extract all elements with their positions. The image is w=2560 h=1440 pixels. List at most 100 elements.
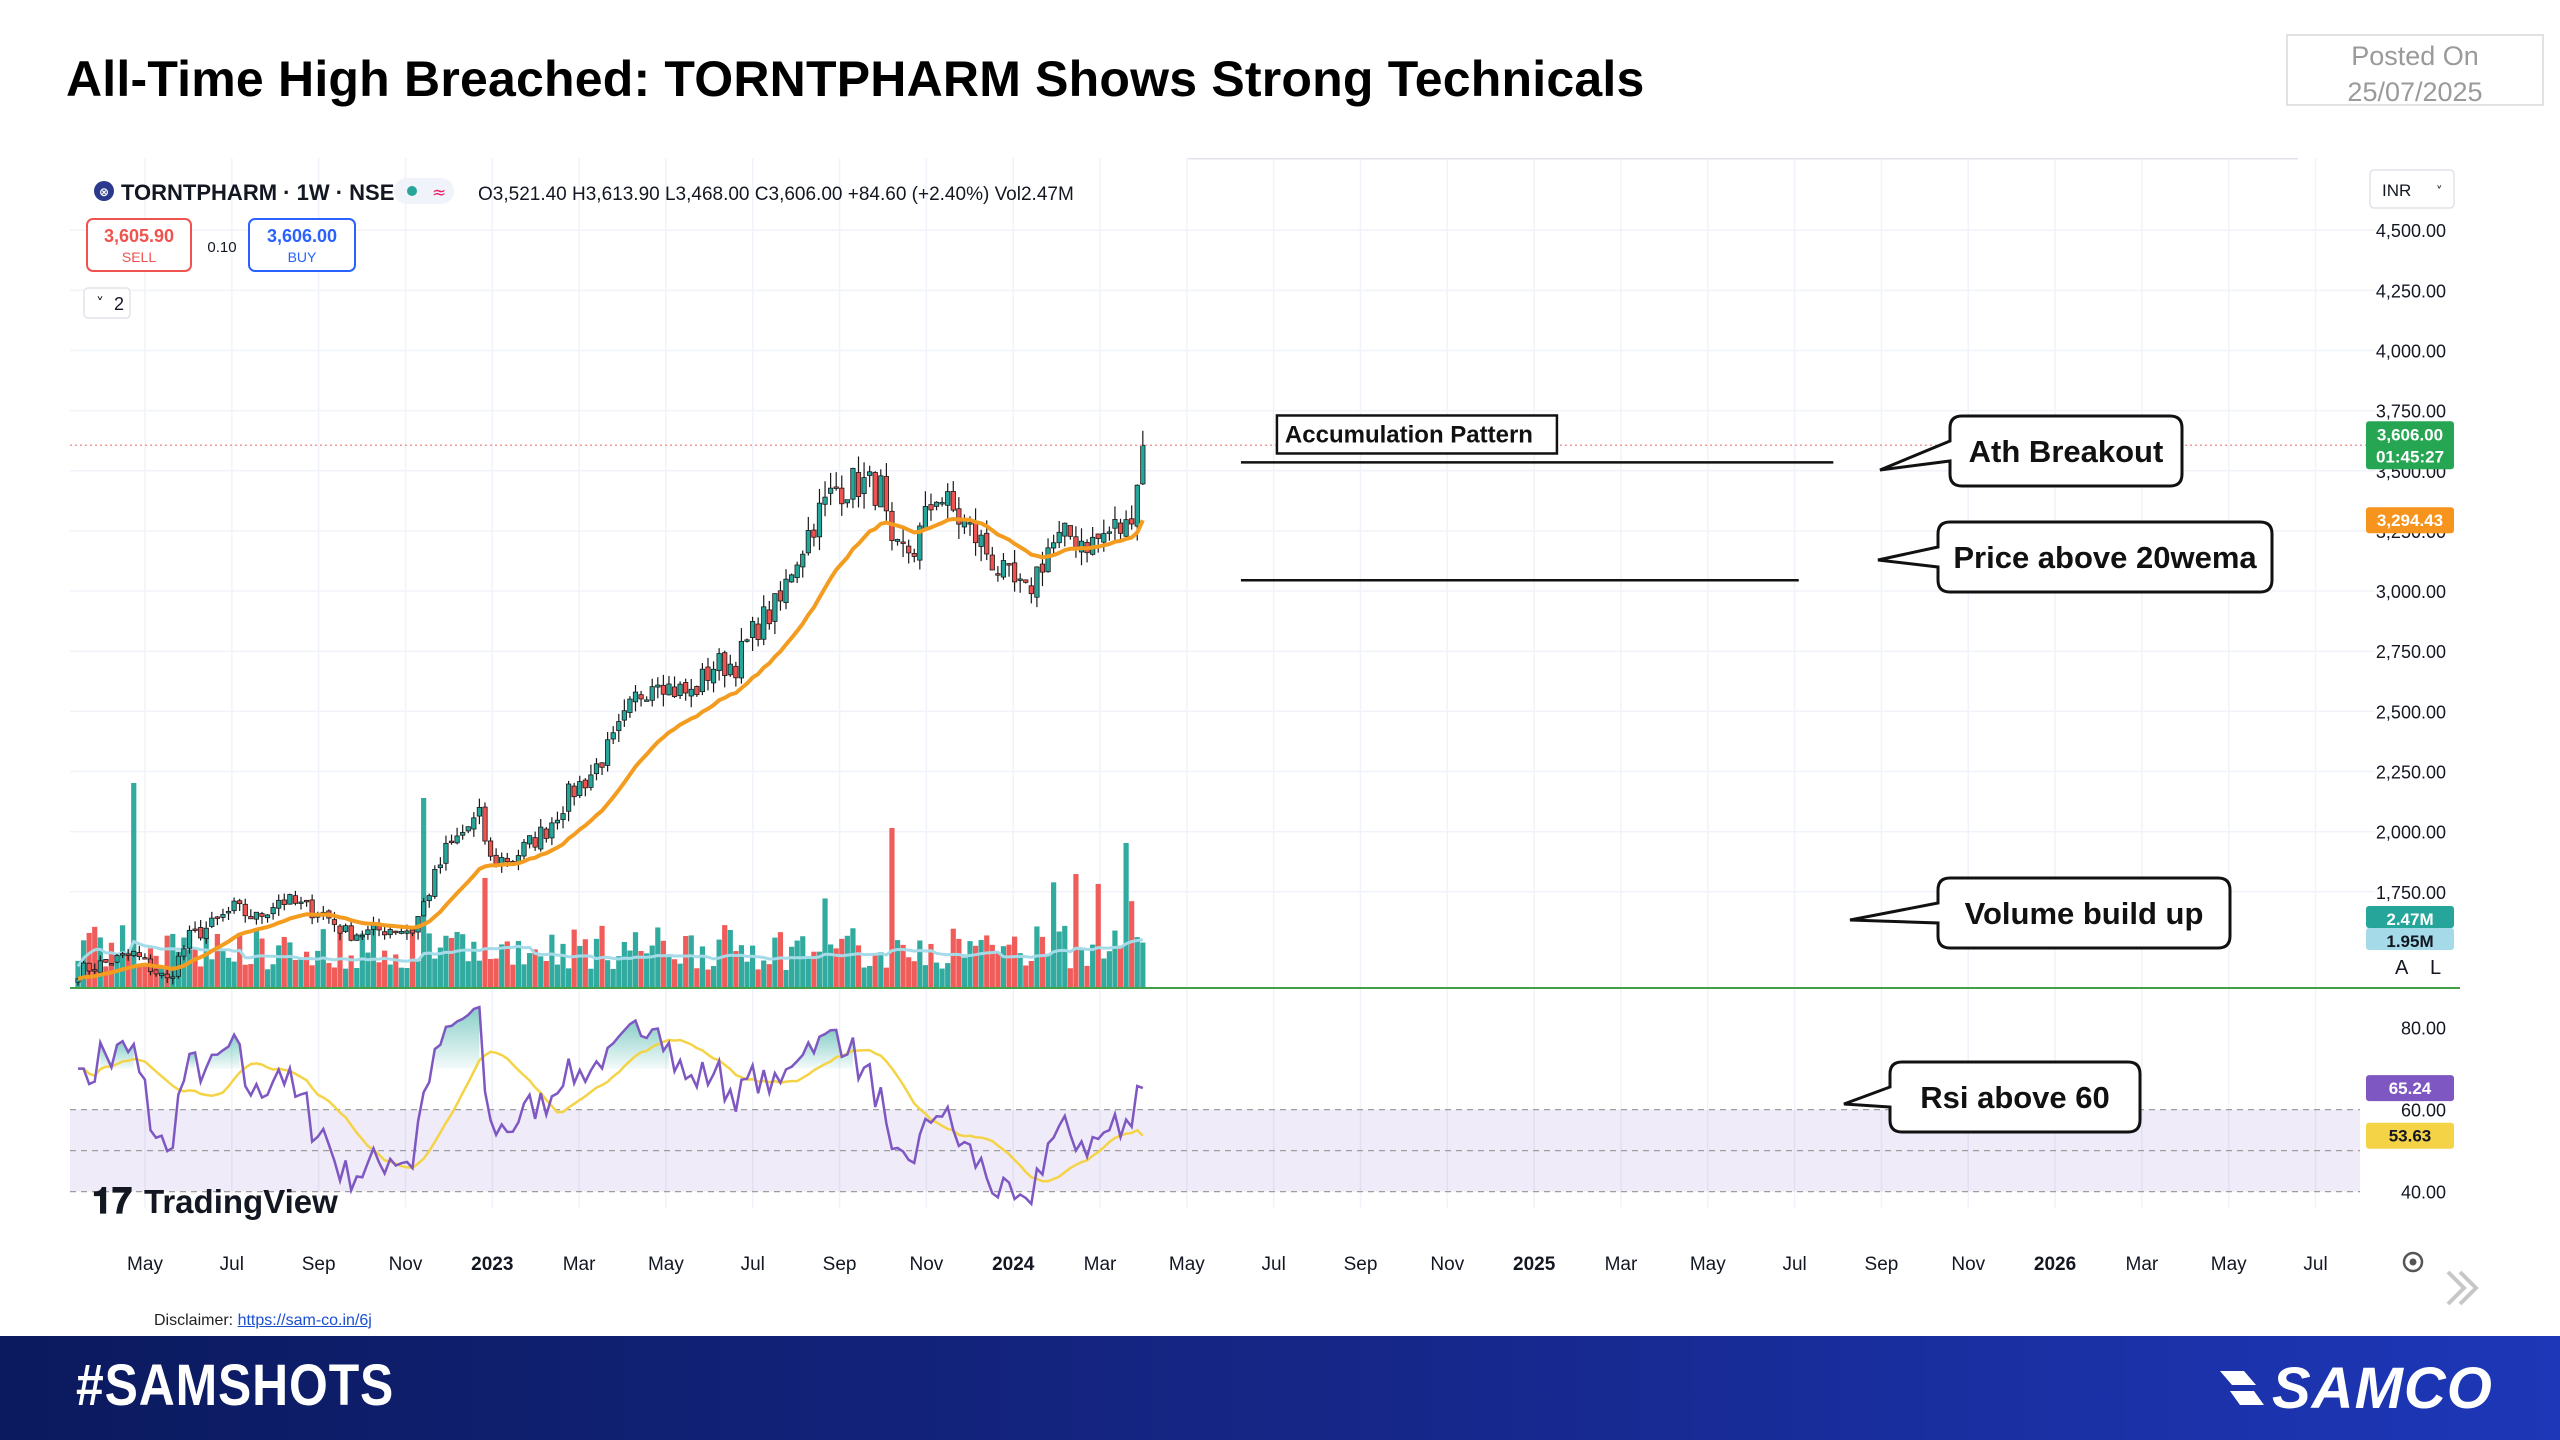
sell-button[interactable]: 3,605.90 SELL [86,218,192,272]
volume-bar [476,960,482,988]
candle [872,472,878,506]
candle [342,925,349,932]
symbol-title[interactable]: TORNTPHARM · 1W · NSE [121,180,394,205]
indicators-toggle[interactable]: ˅ 2 [83,287,131,319]
candle [237,900,243,905]
ema-callout-text: Price above 20wema [1953,540,2257,575]
volume-bar [532,949,538,988]
candle [220,914,226,918]
candle [789,574,795,583]
candle [883,476,889,512]
volume-bar [448,937,455,988]
candle [978,534,984,547]
candle [638,694,644,700]
candle [181,948,187,957]
volume-bar [1045,953,1051,988]
volume-bar [649,945,655,988]
volume-bar [237,933,243,988]
candle [995,573,1001,576]
market-status-pill[interactable] [394,178,454,204]
rsi-tick-label: 40.00 [2401,1183,2446,1203]
volume-bar [894,940,901,988]
accumulation-text: Accumulation Pattern [1285,421,1533,448]
time-tick-label: Nov [1430,1254,1464,1275]
volume-bar [1134,937,1140,988]
tradingview-chart[interactable]: 4,500.004,250.004,000.003,750.003,500.00… [70,158,2460,1288]
log-scale-button[interactable]: L [2430,957,2441,979]
volume-bar [376,962,382,988]
buy-button[interactable]: 3,606.00 BUY [248,218,356,272]
volume-bar [621,941,627,988]
volume-bar [281,936,287,988]
volume-bar [415,960,421,988]
candle [616,721,622,732]
candle [209,917,215,927]
candle [354,934,360,941]
volume-bar [655,927,661,988]
volume-bar [270,964,276,988]
disclaimer-link[interactable]: https://sam-co.in/6j [237,1312,372,1329]
candle [582,779,588,789]
volume-ma-badge: 1.95M [2366,928,2454,951]
volume-bar [259,938,265,988]
time-tick-label: May [1169,1254,1205,1275]
price-tick-label: 4,500.00 [2376,221,2446,241]
tradingview-mark-icon: 𝟏𝟕 [92,1181,132,1222]
candle [487,840,494,857]
volume-bar [705,969,711,988]
volume-ma-line [76,938,1144,968]
rsi-callout-bubble [1843,1060,2142,1134]
samco-mark-icon [2220,1371,2264,1405]
volume-bar [855,945,862,988]
volume-bar [343,968,349,988]
next-chevron-icon[interactable] [2440,1266,2484,1310]
candle [526,835,533,845]
wave-icon: ≈ [432,183,446,203]
volume-bar [1129,901,1135,988]
volume-bar [1006,944,1012,988]
candle [125,953,131,956]
settings-gear-icon[interactable] [2402,1251,2424,1273]
candle [850,467,856,500]
volume-bar [1067,968,1073,988]
auto-scale-button[interactable]: A [2395,957,2409,979]
rsi-callout: Rsi above 60 [1843,1060,2142,1134]
candle [404,930,410,934]
volume-bar [231,961,237,988]
volume-bar [164,935,170,988]
last-price-badge-text: 3,606.00 [2377,425,2443,444]
volume-bar [186,930,193,988]
volume-bar [867,966,873,988]
time-tick-label: Nov [389,1254,423,1275]
candle [710,668,717,684]
time-tick-label: 2026 [2034,1254,2076,1275]
time-tick-label: Sep [302,1254,336,1275]
chart-frame[interactable]: 4,500.00 4,250.00 4,000.00 3,750.00 3,500.00… [70,158,2460,1288]
volume-bar [303,951,310,988]
candle [1134,484,1140,527]
candle [108,963,115,966]
candle [1051,542,1057,549]
candle [777,590,784,602]
time-tick-label: Nov [1951,1254,1985,1275]
volume-bar [632,932,639,988]
volume-bar [454,931,460,988]
volume-bar [883,967,889,988]
candle [738,640,745,679]
currency-select[interactable]: INR ˅ [2369,169,2455,209]
volume-bar [928,943,934,988]
candle [476,806,483,817]
volume-ma-badge-bg [2366,928,2454,950]
candle [426,895,432,902]
volume-bar [86,932,92,988]
candle [292,895,299,904]
volume-bar [214,933,220,988]
volume-bar [192,948,198,988]
buy-price: 3,606.00 [267,226,337,246]
candle [231,900,237,912]
volume-bar [393,954,399,988]
candle [1056,531,1062,544]
volume-bar [800,936,806,988]
volume-bar [828,944,834,988]
candle [421,901,427,917]
